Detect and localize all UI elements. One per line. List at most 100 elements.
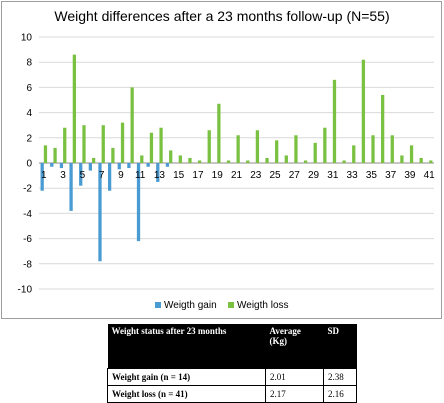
bar-weight-loss (226, 160, 231, 163)
bar-weight-loss (207, 130, 211, 163)
x-tick-label: 15 (173, 170, 185, 181)
bar-weight-loss (332, 79, 337, 163)
table-row: Weight loss (n = 41) 2.17 2.16 (107, 385, 357, 403)
bar-weight-gain (117, 163, 121, 170)
y-tick-label: -2 (23, 184, 32, 195)
bar-weight-loss (169, 150, 173, 163)
bar-weight-loss (284, 155, 288, 163)
x-tick-label: 39 (404, 170, 416, 181)
y-tick-label: 8 (26, 58, 32, 69)
x-tick-label: 41 (424, 170, 436, 181)
bar-weight-loss (255, 130, 260, 163)
bar-weight-loss (63, 127, 67, 163)
bar-weight-gain (156, 163, 160, 182)
x-tick-label: 27 (289, 170, 301, 181)
y-tick-label: 0 (26, 159, 32, 170)
bar-weight-loss (188, 157, 192, 163)
stats-header-sd: SD (323, 324, 357, 369)
x-tick-label: 33 (347, 170, 359, 181)
bar-weight-gain (69, 163, 73, 211)
bar-weight-loss (400, 155, 404, 163)
bar-weight-loss (101, 125, 105, 163)
table-cell: Weight gain (n = 14) (107, 368, 266, 386)
bar-weight-loss (178, 155, 182, 163)
table-cell: 2.17 (265, 385, 324, 403)
x-tick-label: 23 (250, 170, 262, 181)
chart-svg: Weight differences after a 23 months fol… (18, 8, 436, 311)
x-tick-label: 1 (41, 170, 47, 181)
legend: Weigth gain Weigth loss (155, 300, 289, 311)
chart-frame: Weight differences after a 23 months fol… (1, 1, 442, 319)
bar-weight-loss (197, 160, 202, 163)
bar-weight-gain (50, 163, 54, 167)
stats-table: Weight status after 23 months Average (K… (107, 324, 357, 403)
x-tick-label: 13 (154, 170, 166, 181)
x-tick-label: 25 (269, 170, 281, 181)
y-tick-label: 6 (26, 83, 32, 94)
bar-weight-loss (371, 135, 375, 163)
x-tick-label: 21 (231, 170, 243, 181)
table-cell: 2.16 (323, 385, 357, 403)
x-tick-label: 5 (80, 170, 86, 181)
legend-label-weight-gain: Weigth gain (164, 300, 217, 311)
bar-weight-loss (159, 127, 163, 163)
x-tick-label: 9 (118, 170, 124, 181)
bar-weight-loss (361, 59, 366, 163)
y-tick-label: -8 (23, 259, 32, 270)
bar-weight-loss (53, 147, 57, 163)
bar-weight-gain (88, 163, 92, 171)
bar-weight-gain (59, 163, 64, 169)
bar-weight-loss (294, 135, 298, 163)
bar-weight-loss (246, 160, 250, 163)
bar-weight-loss (43, 145, 48, 163)
x-tick-label: 29 (308, 170, 320, 181)
bar-weight-loss (419, 157, 423, 163)
chart-title: Weight differences after a 23 months fol… (54, 8, 389, 24)
legend-label-weight-loss: Weigth loss (237, 300, 289, 311)
bar-weight-gain (98, 163, 102, 262)
y-tick-label: -4 (23, 209, 32, 220)
bar-layer (40, 54, 433, 262)
bar-weight-loss (323, 127, 327, 163)
bar-weight-loss (130, 87, 134, 163)
bar-weight-loss (140, 155, 144, 163)
legend-swatch-weight-loss (228, 302, 234, 308)
bar-weight-loss (91, 157, 96, 163)
bar-weight-loss (120, 122, 125, 163)
bar-weight-loss (352, 145, 356, 163)
bar-weight-loss (409, 145, 414, 163)
x-tick-label: 11 (135, 170, 146, 181)
bar-weight-gain (127, 163, 131, 169)
table-row: Weight gain (n = 14) 2.01 2.38 (107, 368, 357, 386)
bar-weight-loss (217, 103, 221, 163)
x-tick-label: 7 (99, 170, 105, 181)
bar-weight-gain (165, 163, 170, 167)
stats-header-status: Weight status after 23 months (107, 324, 266, 369)
bar-weight-loss (303, 160, 308, 163)
x-tick-label: 3 (60, 170, 66, 181)
x-tick-labels: 1 3 5 7 9 11 13 15 17 19 21 23 25 27 29 31 33 35 37 39 41 (41, 170, 435, 181)
bar-weight-loss (149, 132, 154, 163)
bar-weight-loss (313, 142, 317, 163)
x-tick-label: 19 (212, 170, 224, 181)
x-tick-label: 35 (366, 170, 378, 181)
bar-weight-loss (265, 157, 269, 163)
bar-weight-loss (72, 54, 76, 163)
x-tick-label: 37 (385, 170, 397, 181)
bar-weight-loss (236, 135, 240, 163)
x-tick-label: 17 (192, 170, 204, 181)
y-tick-label: 2 (26, 133, 32, 144)
bar-weight-loss (429, 160, 433, 163)
stats-header-average: Average (Kg) (265, 324, 324, 369)
bar-weight-loss (275, 140, 279, 163)
bar-weight-loss (111, 147, 115, 163)
legend-swatch-weight-gain (155, 302, 161, 308)
y-tick-label: 10 (21, 33, 33, 44)
y-tick-labels: 10 8 6 4 2 0 -2 -4 -6 -8 -10 (18, 33, 33, 296)
table-cell: 2.01 (265, 368, 324, 386)
bar-weight-loss (390, 135, 394, 163)
y-tick-label: 4 (26, 108, 32, 119)
bar-weight-gain (107, 163, 112, 191)
bar-weight-gain (79, 163, 83, 186)
table-cell: Weight loss (n = 41) (107, 385, 266, 403)
